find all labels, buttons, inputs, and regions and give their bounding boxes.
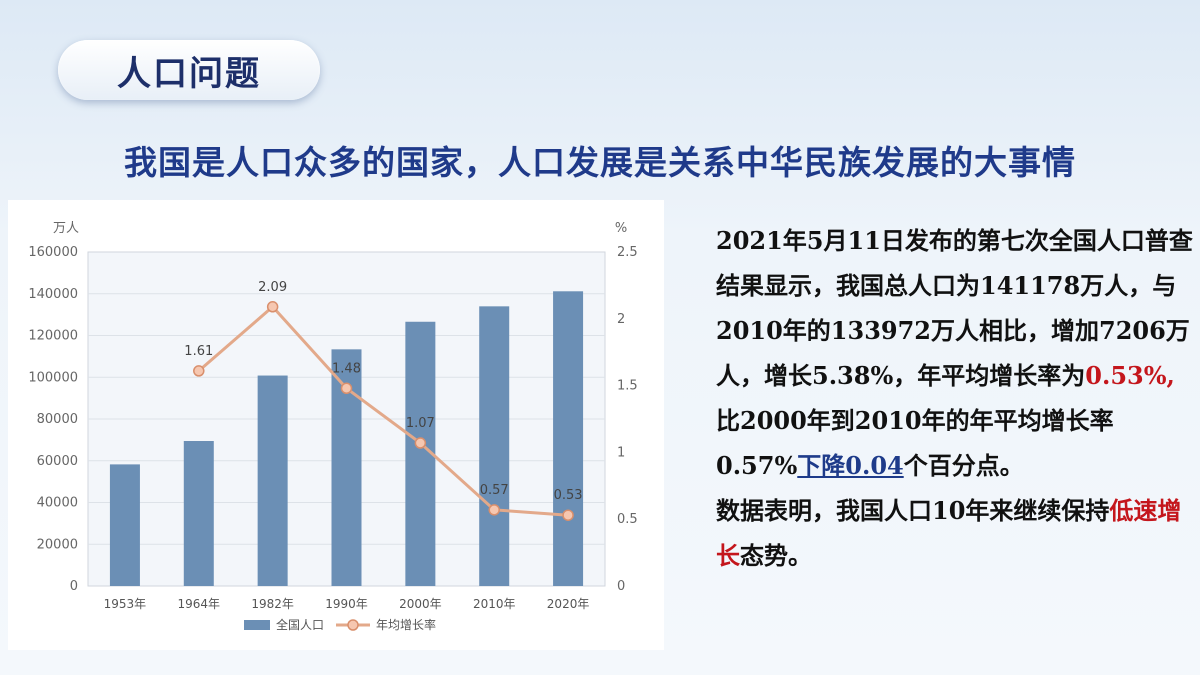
rate-point-3	[266, 301, 279, 313]
rate-data-label: 2.09	[258, 280, 287, 295]
right-tick-label: 0.5	[617, 512, 638, 527]
rate-data-label: 0.53	[554, 488, 583, 503]
left-tick-label: 120000	[28, 329, 78, 344]
left-tick-label: 100000	[28, 370, 78, 385]
legend-line-marker	[347, 619, 359, 631]
legend-bar-label: 全国人口	[276, 617, 324, 632]
x-tick-label: 1982年	[251, 597, 294, 611]
p1-text-c: 个百分点。	[903, 451, 1024, 480]
rate-point-6	[488, 504, 500, 516]
bar-6	[479, 306, 510, 586]
paragraph-1: 2021年5月11日发布的第七次全国人口普查结果显示，我国总人口为141178万…	[664, 218, 1194, 488]
p1-highlight-decline: 下降0.04	[797, 451, 904, 480]
legend-line-label: 年均增长率	[376, 617, 436, 632]
right-tick-label: 2.5	[617, 245, 638, 260]
right-axis-unit: %	[615, 221, 627, 236]
rate-data-label: 1.07	[406, 416, 435, 431]
body-text: 2021年5月11日发布的第七次全国人口普查结果显示，我国总人口为141178万…	[664, 218, 1194, 578]
rate-data-label: 1.61	[184, 344, 213, 359]
population-chart: 0 20000 40000 60000 80000 100000 120000 140000 1…	[8, 200, 664, 650]
x-tick-label: 1964年	[178, 597, 221, 611]
left-tick-label: 0	[70, 579, 78, 594]
right-tick-label: 0	[617, 579, 625, 594]
x-tick-label: 2000年	[399, 597, 442, 611]
left-tick-label: 40000	[37, 496, 78, 511]
section-title: 人口问题	[117, 53, 261, 94]
growth-rate-line	[197, 304, 569, 517]
p1-text-a: 2021年5月11日发布的第七次全国人口普查结果显示，我国总人口为141178万…	[716, 226, 1193, 390]
left-tick-label: 60000	[37, 454, 78, 469]
rate-point-7	[562, 509, 574, 521]
rate-point-4	[340, 382, 353, 395]
rate-point-2	[193, 365, 205, 377]
paragraph-2: 数据表明，我国人口10年来继续保持低速增长态势。	[664, 488, 1194, 578]
bar-2	[183, 441, 214, 586]
bar-7	[553, 291, 584, 586]
section-badge: 人口问题	[58, 40, 320, 100]
left-tick-label: 20000	[37, 537, 78, 552]
right-tick-label: 1	[617, 445, 625, 460]
p2-text-b: 态势。	[740, 541, 812, 570]
left-tick-label: 160000	[28, 245, 78, 260]
right-tick-label: 2	[617, 312, 625, 327]
left-tick-label: 140000	[28, 287, 78, 302]
rate-data-label: 0.57	[480, 483, 509, 498]
x-tick-label: 1990年	[325, 597, 368, 611]
bar-1	[109, 464, 140, 586]
chart-svg: 0 20000 40000 60000 80000 100000 120000 140000 1…	[28, 221, 638, 632]
bar-3	[257, 375, 288, 586]
p2-highlight-trend: 低速增长	[716, 496, 1182, 570]
p1-highlight-rate: 0.53%,	[1085, 361, 1175, 390]
x-tick-label: 2020年	[547, 597, 590, 611]
right-tick-label: 1.5	[617, 379, 638, 394]
rate-point-5	[414, 437, 427, 449]
p1-text-b: 比2000年到2010年的年平均增长率0.57%	[716, 406, 1114, 480]
x-tick-label: 2010年	[473, 597, 516, 611]
x-tick-label: 1953年	[104, 597, 147, 611]
p2-text-a: 数据表明，我国人口10年来继续保持	[716, 496, 1110, 525]
legend-bar-swatch	[244, 620, 270, 630]
left-tick-label: 80000	[37, 412, 78, 427]
left-axis-unit: 万人	[53, 221, 79, 236]
rate-data-label: 1.48	[332, 361, 361, 376]
headline: 我国是人口众多的国家，人口发展是关系中华民族发展的大事情	[124, 143, 1076, 182]
